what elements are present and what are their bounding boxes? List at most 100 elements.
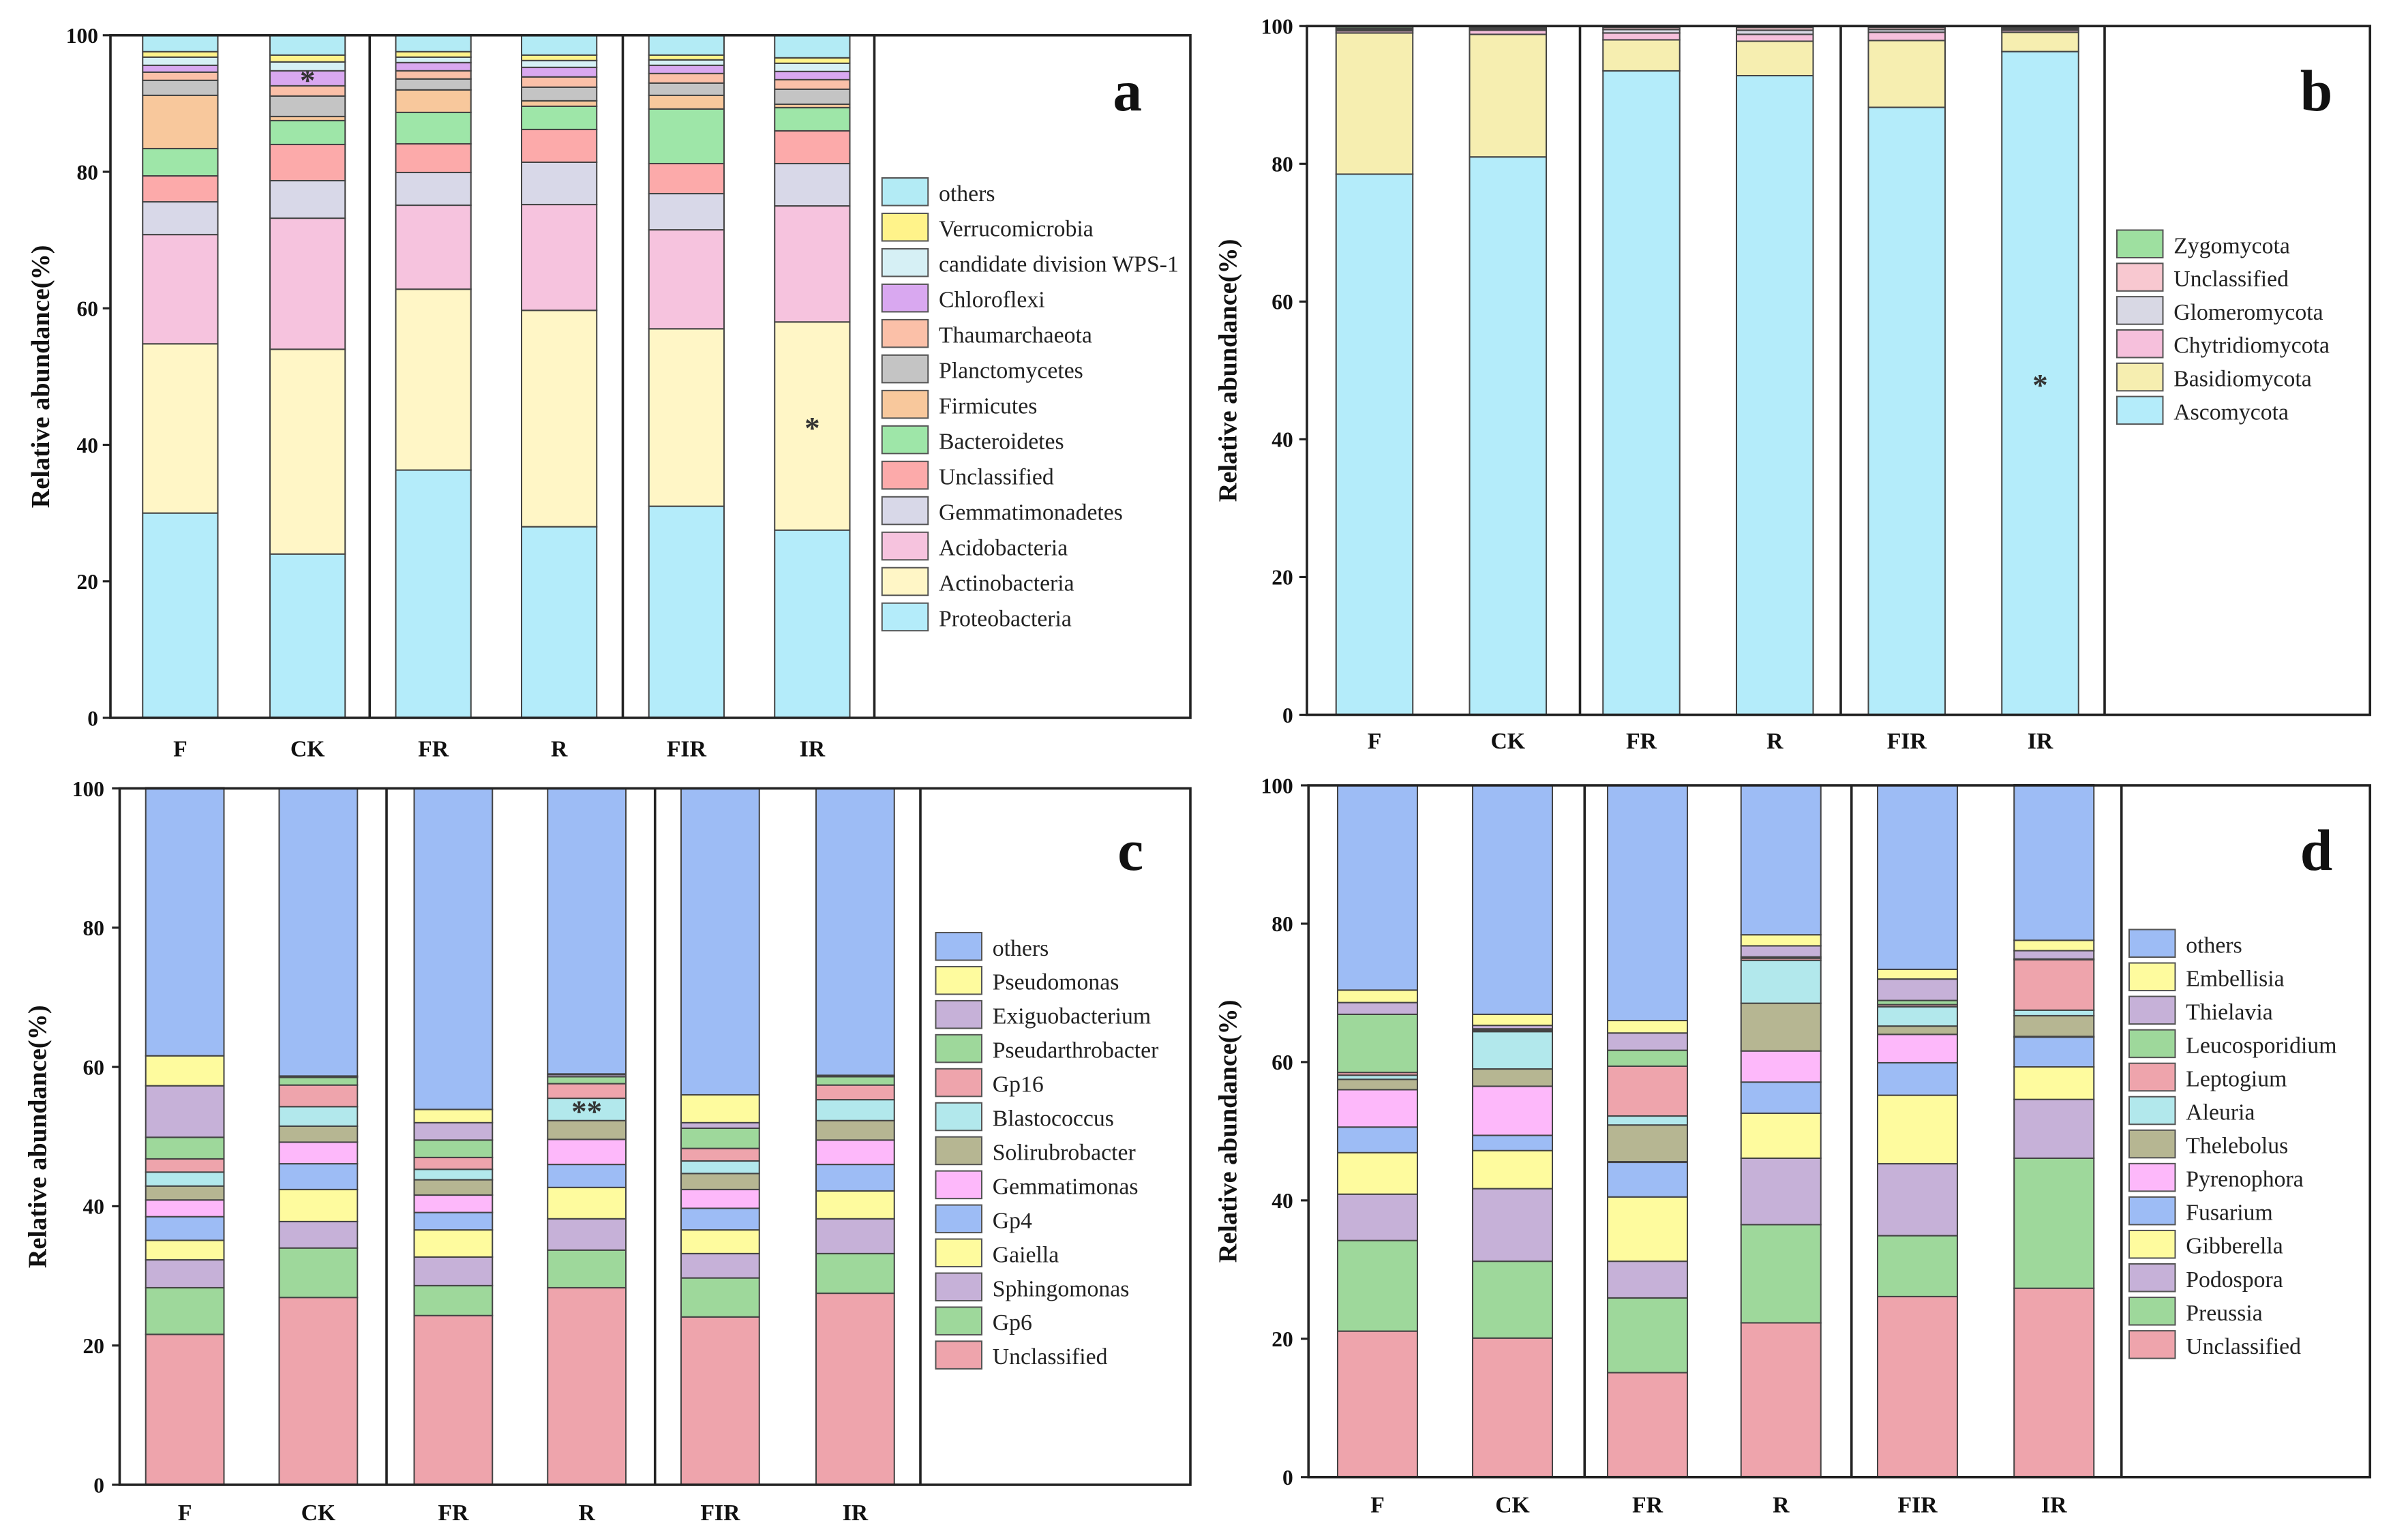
bar-segment-IR-basidiomycota: [2001, 31, 2079, 52]
legend-label: Solirubrobacter: [993, 1140, 1136, 1165]
legend-swatch: [935, 1102, 983, 1132]
bar-segment-FR-chytridiomycota: [1602, 32, 1681, 41]
legend-item: Solirubrobacter: [935, 1136, 1136, 1165]
bar-segment-F-gemmatimonas: [145, 1199, 225, 1218]
legend-swatch: [881, 283, 929, 313]
legend-item: Thielavia: [2128, 995, 2273, 1025]
legend-swatch: [881, 212, 929, 242]
bar-segment-FIR-planctomycetes: [648, 82, 725, 96]
bar-segment-R-ascomycota: [1735, 74, 1814, 716]
legend-label: Leucosporidium: [2186, 1033, 2336, 1058]
bar-segment-IR-fusarium: [2013, 1036, 2095, 1068]
bar-segment-FIR-chloroflexi: [648, 64, 725, 74]
bar-segment-F-thielavia: [1336, 1001, 1419, 1015]
bar-segment-IR-gemmatimonadetes: [774, 162, 851, 207]
legend-label: Pyrenophora: [2186, 1167, 2303, 1192]
bar-segment-CK-gaiella: [278, 1188, 359, 1222]
legend-item: Gp4: [935, 1204, 1032, 1233]
bar-segment-CK-blastococcus: [278, 1106, 359, 1127]
bar-segment-FIR-candidate-division-wps-1: [648, 59, 725, 66]
x-tick-label: F: [1368, 729, 1382, 754]
bar-segment-FR-ascomycota: [1602, 70, 1681, 716]
bar-segment-R-thelebolus: [1740, 1002, 1822, 1052]
bar-segment-IR-leptogium: [2013, 958, 2095, 1011]
bar-segment-F-pseudomonas: [145, 1055, 225, 1087]
bar-segment-CK-unclassified: [269, 143, 346, 182]
bar-segment-FR-others: [395, 34, 472, 52]
bar-segment-R-others: [520, 34, 598, 56]
bar-segment-IR-embellisia: [2013, 939, 2095, 952]
bar-segment-IR-gemmatimonas: [815, 1139, 895, 1166]
legend-item: Preussia: [2128, 1297, 2263, 1326]
bar-segment-CK-gemmatimonas: [278, 1141, 359, 1165]
legend-item: Fusarium: [2128, 1196, 2273, 1226]
bar-segment-F-verrucomicrobia: [142, 50, 219, 58]
bar-segment-FR-unclassified: [1606, 1372, 1689, 1478]
bar-segment-FIR-pyrenophora: [1876, 1033, 1959, 1063]
bar-segment-FIR-solirubrobacter: [680, 1173, 760, 1190]
panel-b: F CK FR R FIR * IR 0 20 40 60 80 100 Relative abundan…: [1214, 15, 2372, 754]
bar-segment-R-pseudarthrobacter: [547, 1076, 627, 1085]
bar-segment-FR-others: [1606, 784, 1689, 1022]
bar-segment-F-firmicutes: [142, 94, 219, 149]
bar-segment-IR-thelebolus: [2013, 1014, 2095, 1038]
bar-segment-R-others: [1740, 784, 1822, 936]
bar-segment-CK-proteobacteria: [269, 553, 346, 719]
bar-segment-FR-gemmatimonas: [413, 1194, 494, 1213]
x-tick-label: FR: [1626, 729, 1657, 754]
legend-label: Gibberella: [2186, 1234, 2283, 1259]
bar-segment-F-solirubrobacter: [145, 1185, 225, 1201]
bar-segment-F-leucosporidium: [1336, 1013, 1419, 1074]
legend-item: Bacteroidetes: [881, 425, 1064, 455]
legend-item: Proteobacteria: [881, 602, 1072, 631]
bar-segment-R-gp4: [547, 1164, 627, 1188]
x-tick-label: FIR: [700, 1500, 740, 1526]
bar-segment-FR-aleuria: [1606, 1115, 1689, 1126]
bar-segment-R-sphingomonas: [547, 1218, 627, 1251]
plot-frame: [109, 33, 1192, 719]
y-tick-label: 80: [83, 916, 105, 940]
legend-item: Actinobacteria: [881, 567, 1074, 596]
bar-segment-IR-unclassified: [815, 1293, 895, 1486]
bar-segment-FR-thelebolus: [1606, 1124, 1689, 1163]
legend-item: Zygomycota: [2116, 229, 2290, 258]
bar-segment-R-unclassified: [1740, 1322, 1822, 1478]
bar-segment-IR-verrucomicrobia: [774, 57, 851, 64]
bar-segment-F-pseudarthrobacter: [145, 1136, 225, 1160]
x-tick-label: FIR: [667, 736, 707, 761]
x-tick-label: IR: [2041, 1493, 2067, 1518]
legend-swatch: [2116, 262, 2164, 292]
bar-segment-FR-others: [413, 787, 494, 1111]
bar-segment-FR-planctomycetes: [395, 78, 472, 91]
legend-label: Pseudomonas: [993, 970, 1119, 995]
x-tick-label: R: [551, 736, 568, 761]
bar-segment-FIR-bacteroidetes: [648, 108, 725, 164]
bar-segment-F-acidobacteria: [142, 234, 219, 345]
legend-swatch: [2116, 395, 2164, 425]
bar-segment-IR-chloroflexi: [774, 70, 851, 80]
bar-segment-CK-ascomycota: [1469, 156, 1548, 716]
bar-segment-IR-bacteroidetes: [774, 106, 851, 132]
legend-item: Thaumarchaeota: [881, 318, 1092, 348]
bar-segment-R-firmicutes: [520, 100, 598, 107]
bar-segment-CK-actinobacteria: [269, 348, 346, 555]
plot-frame: [1307, 784, 2372, 1479]
panel-label: d: [2300, 819, 2333, 883]
bar-segment-IR-actinobacteria: [774, 321, 851, 531]
bar-segment-FR-actinobacteria: [395, 288, 472, 471]
legend-item: Pyrenophora: [2128, 1162, 2304, 1192]
bar-segment-F-embellisia: [1336, 989, 1419, 1003]
x-tick-label: R: [1773, 1493, 1790, 1518]
x-tick-label: FR: [1632, 1493, 1664, 1518]
legend-swatch: [2128, 1330, 2176, 1359]
legend-item: Unclassified: [2116, 262, 2289, 292]
bar-segment-IR-unclassified: [774, 130, 851, 164]
legend-label: Thelebolus: [2186, 1134, 2288, 1159]
legend-item: others: [2128, 928, 2242, 958]
bar-segment-FR-firmicutes: [395, 89, 472, 113]
legend-item: Blastococcus: [935, 1102, 1114, 1132]
bar-segment-R-aleuria: [1740, 959, 1822, 1004]
legend-item: Podospora: [2128, 1263, 2283, 1293]
legend-item: Verrucomicrobia: [881, 212, 1094, 242]
bar-segment-CK-thelebolus: [1471, 1068, 1554, 1087]
